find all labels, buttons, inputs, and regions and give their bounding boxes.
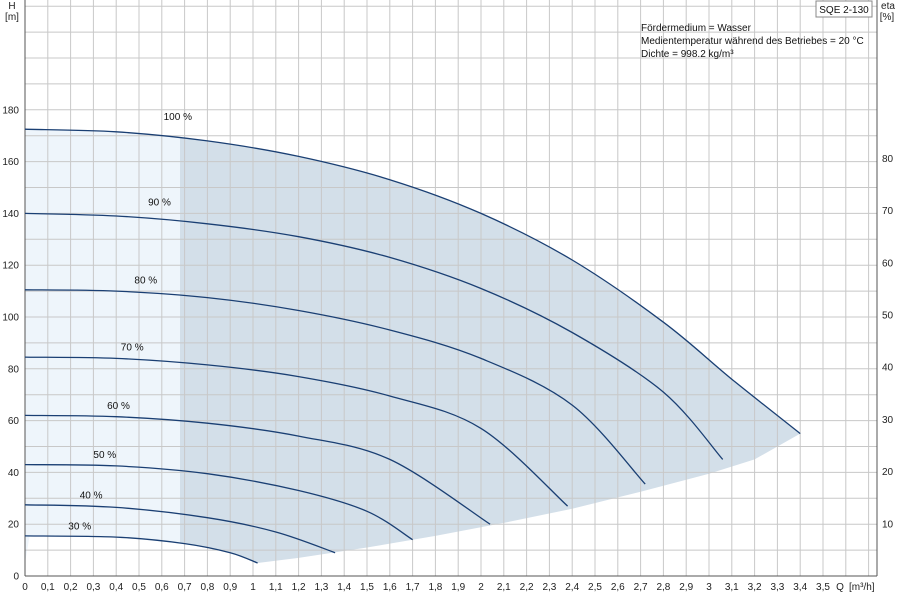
x-tick-label: 2,3: [542, 582, 556, 593]
y-left-tick-label: 40: [8, 468, 20, 479]
series-line-5: [24, 414, 491, 525]
y-left-tick-label: 20: [8, 520, 20, 531]
series-label: 90 %: [148, 198, 171, 209]
x-tick-label: 0,3: [86, 582, 100, 593]
x-axis-q-label: Q: [836, 582, 844, 593]
x-tick-label: 1,4: [337, 582, 351, 593]
x-tick-label: 2,6: [611, 582, 625, 593]
x-tick-label: 0,6: [155, 582, 169, 593]
x-tick-label: 0,8: [200, 582, 214, 593]
series-line-1: [24, 128, 801, 435]
x-tick-label: 1,5: [360, 582, 374, 593]
y-axis-left-unit: [m]: [5, 12, 19, 23]
x-axis-unit: [m³/h]: [849, 582, 875, 593]
x-tick-label: 0,5: [132, 582, 146, 593]
y-axis-left-label: H: [8, 1, 15, 12]
x-tick-label: 0,2: [64, 582, 78, 593]
x-tick-label: 2,9: [679, 582, 693, 593]
y-left-tick-label: 120: [2, 261, 19, 272]
series-label: 70 %: [121, 343, 144, 354]
x-tick-label: 3: [706, 582, 712, 593]
title-box: [815, 0, 873, 18]
y-right-tick-label: 20: [882, 467, 894, 478]
y-left-tick-label: 140: [2, 209, 19, 220]
x-tick-label: 3,3: [770, 582, 784, 593]
y-right-tick-label: 30: [882, 415, 894, 426]
x-tick-label: 0: [22, 582, 28, 593]
x-tick-label: 1: [250, 582, 256, 593]
y-right-tick-label: 10: [882, 519, 894, 530]
x-tick-label: 3,5: [816, 582, 830, 593]
x-tick-label: 2,7: [634, 582, 648, 593]
y-left-tick-label: 100: [2, 313, 19, 324]
series-label: 30 %: [68, 521, 91, 532]
x-tick-label: 3,4: [793, 582, 807, 593]
y-right-tick-label: 60: [882, 258, 894, 269]
y-axis-right-label: eta: [881, 1, 895, 12]
x-tick-label: 2: [478, 582, 484, 593]
x-tick-label: 0,1: [41, 582, 55, 593]
y-left-tick-label: 180: [2, 105, 19, 116]
x-tick-label: 2,1: [497, 582, 511, 593]
series-line-6: [24, 463, 413, 541]
info-line-medium: Fördermedium = Wasser: [641, 23, 752, 34]
series-line-4: [24, 356, 569, 507]
y-right-tick-label: 40: [882, 363, 894, 374]
series-label: 50 %: [93, 450, 116, 461]
x-tick-label: 1,1: [269, 582, 283, 593]
series-label: 80 %: [134, 275, 157, 286]
x-tick-label: 3,1: [725, 582, 739, 593]
axis-layer: H [m] eta [%] Q [m³/h] 0 0,1 0,2 0,3 0,4 0,5 0…: [2, 1, 895, 593]
y-left-tick-label: 160: [2, 157, 19, 168]
x-tick-label: 1,9: [451, 582, 465, 593]
x-tick-label: 0,9: [223, 582, 237, 593]
y-axis-right-unit: [%]: [880, 12, 895, 23]
x-tick-label: 2,5: [588, 582, 602, 593]
y-right-tick-label: 50: [882, 311, 894, 322]
x-tick-label: 0,7: [178, 582, 192, 593]
series-line-2: [24, 212, 724, 460]
info-layer: Fördermedium = Wasser Medientemperatur w…: [641, 0, 873, 60]
curve-layer: 100 % 90 % 80 % 70 % 60 % 50 % 40 % 30 %: [24, 112, 801, 564]
info-line-temperature: Medientemperatur während des Betriebes =…: [641, 36, 864, 47]
x-tick-label: 2,4: [565, 582, 579, 593]
y-left-tick-label: 0: [13, 572, 19, 583]
x-tick-label: 2,2: [520, 582, 534, 593]
series-line-3: [24, 289, 646, 485]
x-tick-label: 3,2: [748, 582, 762, 593]
x-tick-label: 1,8: [428, 582, 442, 593]
chart-title: SQE 2-130: [819, 5, 869, 16]
y-right-tick-label: 80: [882, 154, 894, 165]
x-tick-label: 2,8: [656, 582, 670, 593]
y-right-tick-label: 70: [882, 206, 894, 217]
series-line-7: [24, 504, 336, 554]
series-label: 60 %: [107, 401, 130, 412]
grid-layer: [24, 0, 878, 577]
series-label: 40 %: [80, 490, 103, 501]
y-left-tick-label: 60: [8, 416, 20, 427]
x-tick-label: 0,4: [109, 582, 123, 593]
x-tick-label: 1,7: [406, 582, 420, 593]
series-line-8: [24, 535, 258, 564]
x-tick-label: 1,6: [383, 582, 397, 593]
series-label: 100 %: [164, 112, 192, 123]
info-line-density: Dichte = 998.2 kg/m³: [641, 49, 734, 60]
light-operating-zone: [25, 129, 180, 563]
x-tick-label: 1,2: [292, 582, 306, 593]
x-tick-label: 1,3: [314, 582, 328, 593]
y-left-tick-label: 80: [8, 364, 20, 375]
